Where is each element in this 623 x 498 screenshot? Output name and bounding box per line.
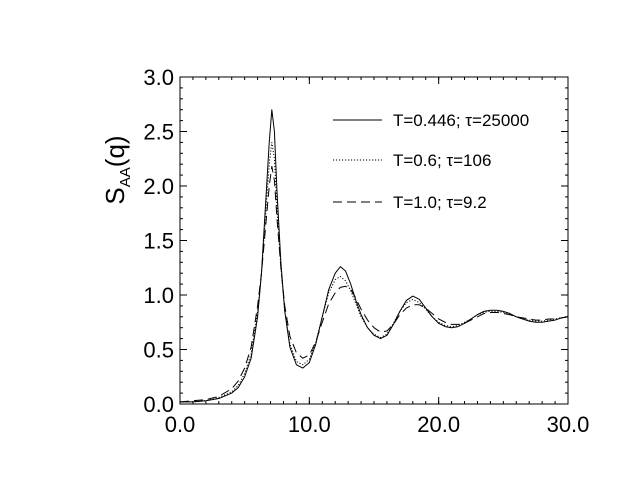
y-axis-label-subscript: AA [117, 167, 134, 187]
y-axis-label-suffix: (q) [100, 135, 130, 167]
legend-label-3: T=1.0; τ=9.2 [393, 193, 487, 212]
legend-label-2: T=0.6; τ=106 [393, 151, 491, 170]
y-tick-label: 2.0 [143, 174, 174, 199]
y-tick-label: 0.0 [143, 392, 174, 417]
x-tick-label: 10.0 [288, 412, 331, 437]
series-line-3 [179, 165, 569, 403]
y-axis-label-main: S [100, 187, 130, 204]
x-tick-label: 0.0 [165, 412, 196, 437]
y-tick-label: 1.5 [143, 229, 174, 254]
x-tick-labels: 0.0 10.0 20.0 30.0 [165, 412, 590, 437]
legend: T=0.446; τ=25000 T=0.6; τ=106 T=1.0; τ=9.2 [333, 111, 529, 212]
y-tick-label: 2.5 [143, 120, 174, 145]
y-axis-label: SAA(q) [100, 135, 134, 204]
x-tick-label: 30.0 [547, 412, 590, 437]
series-lines [179, 109, 569, 403]
series-line-1 [180, 109, 569, 403]
y-tick-label: 3.0 [143, 65, 174, 90]
y-tick-label: 1.0 [143, 283, 174, 308]
legend-label-1: T=0.446; τ=25000 [393, 111, 529, 130]
y-tick-labels: 0.0 0.5 1.0 1.5 2.0 2.5 3.0 [143, 65, 174, 417]
x-tick-label: 20.0 [417, 412, 460, 437]
series-line-2 [180, 141, 569, 403]
major-ticks [179, 76, 569, 405]
y-tick-label: 0.5 [143, 338, 174, 363]
